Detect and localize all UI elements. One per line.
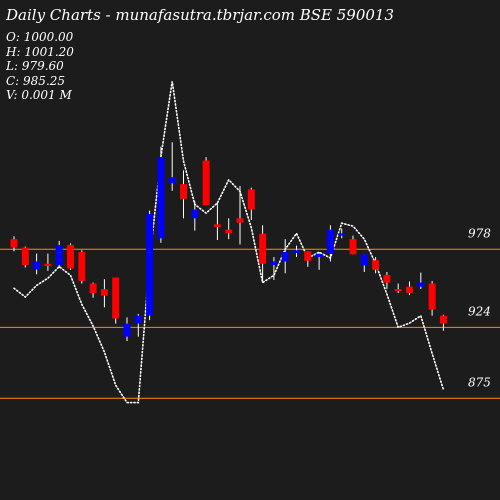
candle — [293, 245, 300, 258]
chart-title: Daily Charts - munafasutra.tbrjar.com BS… — [6, 6, 395, 24]
candle-body — [180, 184, 187, 199]
candle — [338, 228, 346, 239]
candle — [180, 170, 187, 219]
candle-body — [394, 289, 402, 292]
candle-body — [225, 229, 233, 234]
candle — [360, 254, 368, 272]
candle — [146, 210, 154, 321]
candle — [123, 317, 131, 342]
candle-body — [67, 245, 74, 269]
candle-body — [417, 282, 425, 287]
candle-body — [112, 277, 120, 319]
candle — [394, 283, 402, 293]
candle-body — [44, 263, 52, 266]
candle-body — [89, 283, 97, 293]
candle — [349, 235, 357, 255]
open-value: O: 1000.00 — [6, 30, 74, 44]
candle — [44, 253, 52, 271]
candle-body — [213, 224, 221, 227]
candle-body — [202, 160, 210, 206]
candle — [67, 243, 74, 270]
candle-body — [406, 286, 413, 293]
candles — [10, 142, 447, 342]
candle-body — [21, 247, 29, 266]
candle — [406, 281, 413, 296]
candle-body — [428, 283, 436, 310]
candle-body — [439, 315, 447, 324]
candle-body — [78, 252, 86, 281]
candle-body — [191, 209, 199, 219]
candle-body — [338, 233, 346, 236]
candle-body — [281, 252, 289, 262]
candle — [417, 272, 425, 290]
candle-body — [349, 239, 357, 255]
candle-body — [55, 245, 63, 266]
candle — [259, 225, 267, 283]
candle-body — [168, 177, 176, 184]
candle-body — [236, 218, 244, 223]
candle — [326, 225, 334, 262]
candle — [157, 146, 165, 243]
candle — [225, 218, 233, 240]
moving-average-layer — [13, 81, 445, 404]
level-label: 875 — [468, 375, 491, 389]
volume-value: V: 0.001 M — [6, 88, 72, 102]
candle — [439, 314, 447, 331]
level-label: 978 — [468, 226, 491, 240]
candle-body — [293, 250, 300, 254]
candle — [213, 202, 221, 241]
candle — [33, 253, 41, 275]
candle — [55, 240, 63, 269]
candle — [191, 201, 199, 231]
candle — [134, 313, 142, 337]
high-value: H: 1001.20 — [6, 44, 74, 59]
level-lines: 978 924 875 — [0, 226, 500, 399]
candle — [247, 187, 255, 221]
candle — [10, 236, 18, 252]
candle-body — [360, 254, 368, 266]
candle-body — [326, 229, 334, 254]
candle-body — [134, 315, 142, 324]
candle-body — [304, 251, 312, 261]
candle — [89, 282, 97, 298]
candle-body — [383, 275, 391, 283]
candle-body — [123, 323, 131, 337]
candle — [315, 252, 323, 270]
candle — [236, 185, 244, 245]
candle — [100, 279, 108, 308]
candle — [112, 277, 120, 324]
ohlc-readout: O: 1000.00 H: 1001.20 L: 979.60 C: 985.2… — [6, 30, 74, 103]
candle-body — [10, 239, 18, 248]
candle — [383, 271, 391, 290]
candle-body — [259, 233, 267, 264]
candle — [202, 157, 210, 206]
candle-body — [270, 261, 278, 266]
candle — [304, 251, 312, 267]
candle — [281, 239, 289, 274]
candle — [372, 257, 380, 274]
candle — [168, 142, 176, 191]
candle — [21, 246, 29, 268]
close-value: C: 985.25 — [6, 73, 66, 88]
candle — [78, 250, 86, 284]
candle-body — [372, 260, 380, 270]
candle — [428, 280, 436, 316]
candle-body — [146, 213, 154, 316]
candle-body — [33, 261, 41, 270]
low-value: L: 979.60 — [6, 59, 64, 73]
candle-body — [157, 157, 165, 239]
candle-body — [315, 253, 323, 258]
candle — [270, 257, 278, 280]
level-label: 924 — [468, 304, 491, 318]
moving-average-line — [13, 81, 445, 404]
candle-body — [247, 189, 255, 210]
candle-body — [100, 289, 108, 296]
